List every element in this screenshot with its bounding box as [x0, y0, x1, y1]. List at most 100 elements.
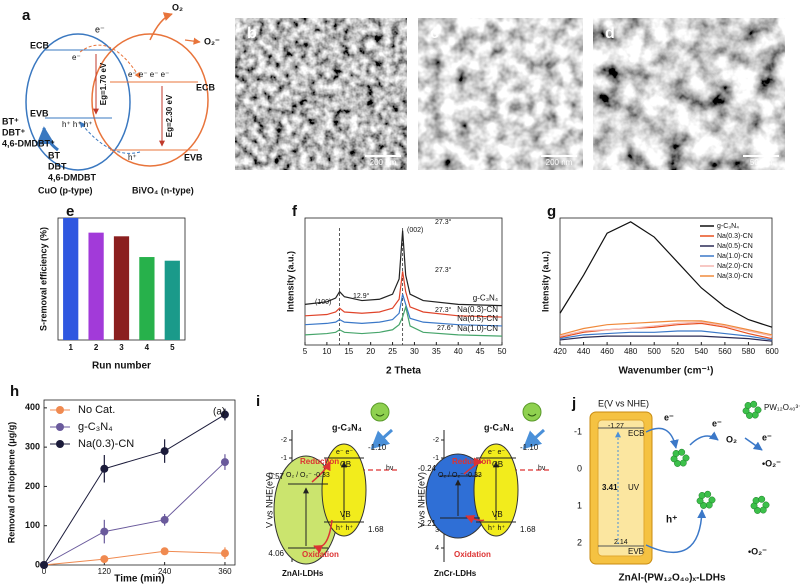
x-tick-label: 4 — [145, 343, 150, 352]
panel-label: d — [605, 25, 615, 42]
label: e⁻ — [72, 53, 81, 62]
label: -1.10 — [368, 443, 387, 452]
x-tick-label: 5 — [170, 343, 175, 352]
label: h⁺ h⁺ h⁺ — [62, 120, 92, 129]
label: 1.68 — [368, 525, 384, 534]
series-line — [304, 271, 503, 318]
bar — [63, 218, 79, 340]
label: e⁻ e⁻ — [488, 449, 505, 456]
series-line — [43, 414, 226, 566]
x-tick-label: 0 — [42, 567, 47, 576]
x-axis-label: Time (min) — [114, 574, 164, 585]
label: -1.27 — [608, 423, 624, 430]
label: EVB — [184, 152, 203, 162]
label: hν — [538, 465, 546, 472]
legend-label: Na(0.5)-CN — [717, 243, 753, 250]
shape — [36, 126, 59, 152]
panel-title: ZnAl-(PW₁₂O₄₀)ₓ-LDHs — [618, 573, 725, 584]
series-line — [559, 321, 773, 337]
shape — [705, 501, 713, 509]
x-tick-label: 5 — [303, 347, 308, 356]
legend-label: g-C₃N₄ — [78, 421, 113, 433]
shape — [522, 428, 546, 450]
annotation: 12.9° — [353, 292, 370, 300]
x-tick-label: 10 — [322, 347, 331, 356]
shape — [79, 121, 141, 154]
panel-label: e — [66, 203, 74, 220]
annotation: 27.3° — [435, 218, 452, 226]
y-tick-label: 400 — [25, 402, 40, 412]
series-line — [559, 320, 773, 336]
shape — [744, 402, 752, 409]
x-tick-label: 50 — [498, 347, 507, 356]
x-tick-label: 580 — [742, 347, 756, 356]
label: g-C₃N₄ — [332, 422, 362, 432]
bar — [88, 232, 104, 340]
shape — [149, 12, 173, 41]
y-axis-label: Removal of thiophene (μg/g) — [6, 422, 16, 544]
label: 0.57 — [268, 472, 284, 481]
legend-label: Na(1.0)-CN — [457, 324, 498, 333]
micrograph — [418, 18, 583, 170]
label: •O₂⁻ — [762, 458, 781, 468]
legend-label: Na(0.3)-CN — [457, 305, 498, 314]
x-tick-label: 560 — [718, 347, 732, 356]
tick-label: -1 — [433, 455, 439, 462]
legend-label: No Cat. — [78, 404, 115, 416]
shape — [522, 402, 542, 422]
x-tick-label: 45 — [476, 347, 485, 356]
data-point — [220, 410, 229, 419]
shape — [645, 509, 707, 554]
x-tick-label: 35 — [432, 347, 441, 356]
micrograph — [235, 18, 407, 170]
data-point — [100, 527, 109, 536]
shape — [746, 412, 753, 419]
shape — [751, 411, 759, 419]
tick-label: -2 — [281, 437, 287, 444]
shape — [645, 427, 679, 449]
bar — [139, 257, 155, 340]
x-tick-label: 2 — [94, 343, 99, 352]
label: h⁺ — [666, 515, 677, 526]
series-line — [559, 221, 773, 328]
series-line — [304, 304, 503, 337]
label: CB — [340, 460, 351, 469]
legend-label: Na(3.0)-CN — [717, 273, 753, 280]
axis-label: V vs NHE(eV) — [264, 472, 274, 528]
panel-label: j — [571, 395, 576, 412]
panel-label: g — [547, 203, 556, 220]
shape — [679, 459, 687, 467]
shape — [754, 507, 761, 514]
x-tick-label: 40 — [454, 347, 463, 356]
x-tick-label: 25 — [388, 347, 397, 356]
scale-label: 200 nm — [370, 158, 397, 167]
shape — [704, 490, 712, 498]
x-tick-label: 120 — [98, 567, 112, 576]
label: e⁻ — [95, 24, 105, 34]
shape — [25, 33, 131, 171]
legend-label: Na(2.0)-CN — [717, 263, 753, 270]
tick-label: 1 — [577, 500, 582, 510]
label: DBT — [48, 161, 67, 171]
x-axis-label: Wavenumber (cm⁻¹) — [619, 366, 714, 377]
shape — [465, 515, 485, 524]
panel-label: b — [247, 25, 257, 42]
data-point — [100, 464, 109, 473]
label: ECB — [196, 82, 216, 92]
data-point — [220, 458, 229, 467]
shape — [700, 502, 707, 509]
label: -0.24 — [418, 464, 437, 473]
shape — [744, 437, 763, 451]
tick-label: -1 — [281, 455, 287, 462]
series-line — [43, 461, 226, 566]
shape — [184, 37, 201, 45]
x-tick-label: 360 — [218, 567, 232, 576]
legend-label: Na(1.0)-CN — [717, 253, 753, 260]
shape — [91, 33, 209, 167]
label: DBT⁺ — [2, 127, 25, 137]
label: O₂ — [726, 434, 737, 444]
data-point — [160, 447, 169, 456]
series-line — [559, 322, 773, 340]
label: O₂ / O₂⁻ -0.33 — [286, 472, 330, 479]
